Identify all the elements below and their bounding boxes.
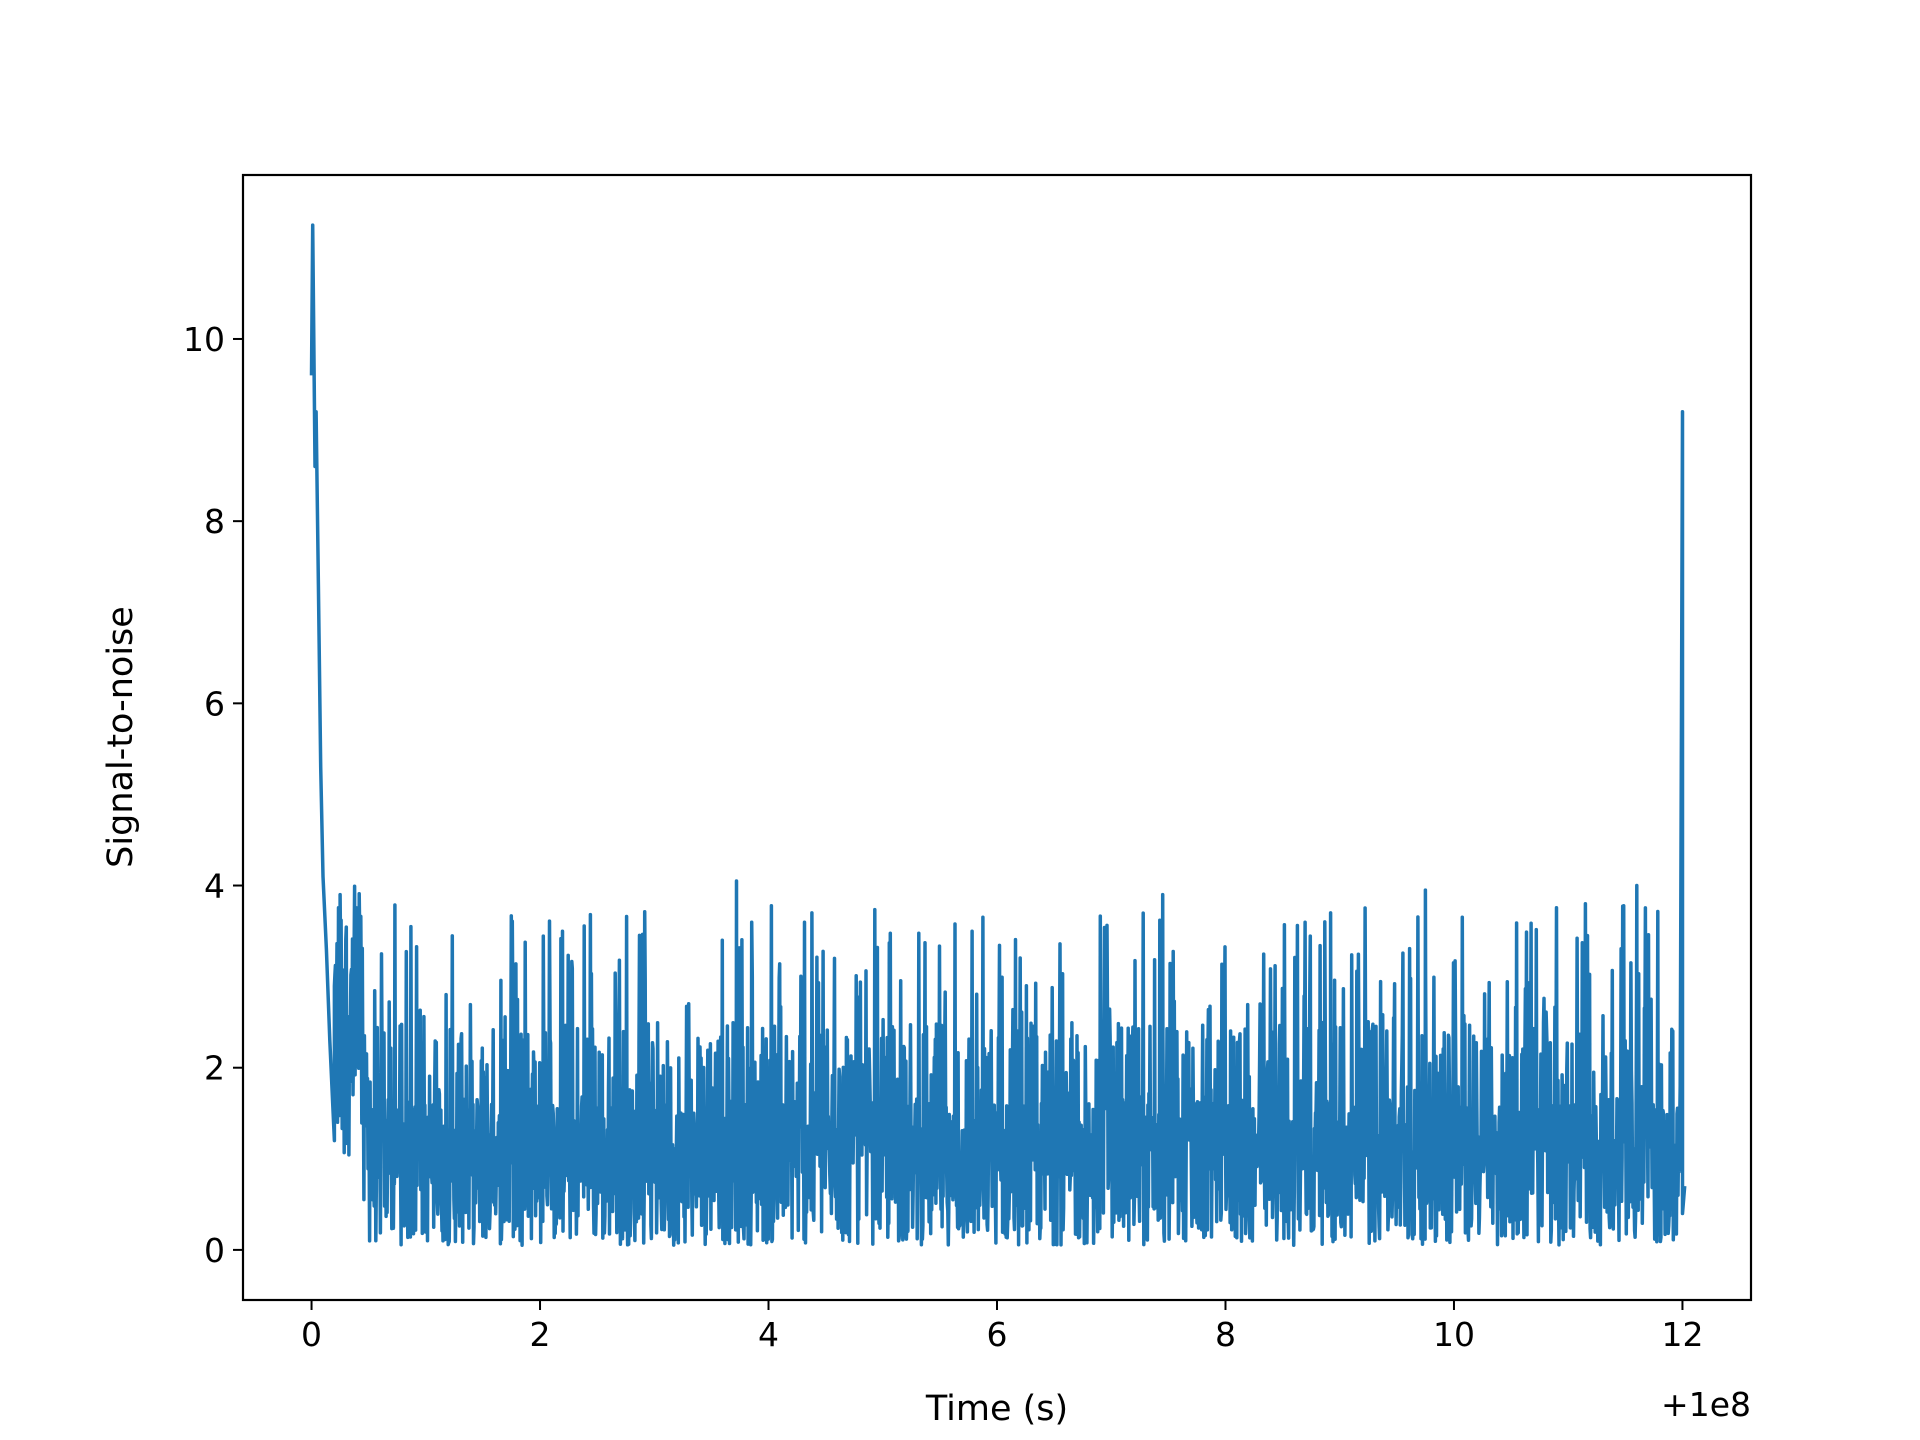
x-tick-label: 0 [301, 1315, 322, 1354]
x-axis: 0 2 4 6 8 10 12 [301, 1300, 1703, 1354]
x-tick-label: 8 [1215, 1315, 1236, 1354]
y-tick-label: 10 [183, 320, 225, 359]
y-tick-label: 2 [204, 1049, 225, 1088]
x-tick-label: 2 [530, 1315, 551, 1354]
x-tick-label: 4 [758, 1315, 779, 1354]
x-axis-offset-label: +1e8 [1661, 1385, 1751, 1424]
y-axis: 0 2 4 6 8 10 [183, 320, 243, 1270]
data-layer [309, 223, 1687, 1247]
x-tick-label: 6 [987, 1315, 1008, 1354]
series-line [309, 223, 1687, 1247]
y-tick-label: 0 [204, 1231, 225, 1270]
y-tick-label: 4 [204, 867, 225, 906]
y-tick-label: 8 [204, 502, 225, 541]
y-tick-label: 6 [204, 684, 225, 723]
y-axis-label: Signal-to-noise [101, 606, 141, 868]
x-tick-label: 12 [1661, 1315, 1703, 1354]
x-tick-label: 10 [1433, 1315, 1475, 1354]
x-axis-label: Time (s) [925, 1389, 1068, 1429]
